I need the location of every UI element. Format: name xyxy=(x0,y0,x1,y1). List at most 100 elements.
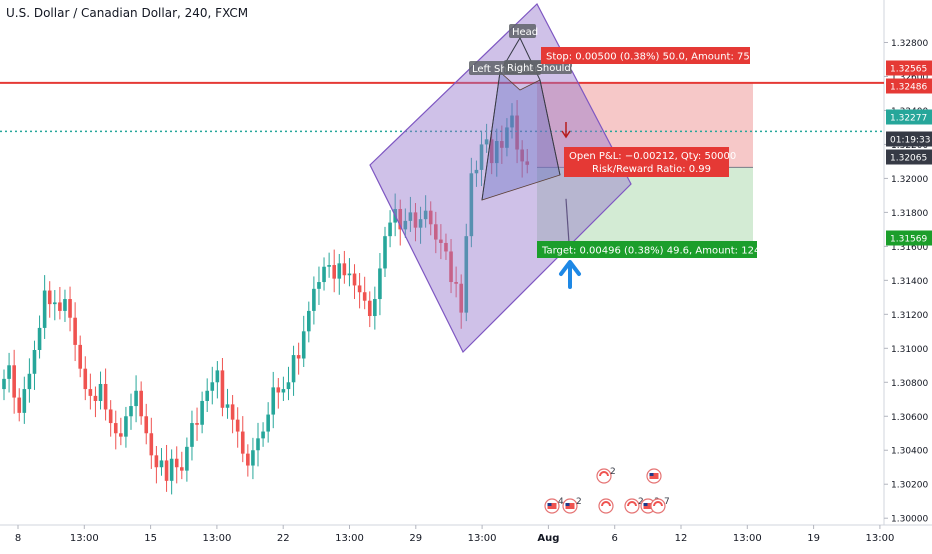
candle-body xyxy=(174,458,179,468)
price-axis-label: 1.31569 xyxy=(890,235,927,245)
candle-body xyxy=(296,355,301,359)
candle-body xyxy=(266,414,270,432)
down-arrow-icon xyxy=(561,122,571,139)
candle-body xyxy=(190,423,194,447)
price-tick-label: 1.31800 xyxy=(891,209,928,219)
candle-body xyxy=(235,419,240,432)
candle-body xyxy=(367,300,372,317)
candle-body xyxy=(93,395,98,401)
event-count: 4 xyxy=(558,497,564,507)
price-axis-label-bg xyxy=(886,78,932,94)
us-flag-canton xyxy=(649,473,654,476)
candle-body xyxy=(525,161,530,165)
price-axis-label-bg xyxy=(886,230,932,246)
candle-body xyxy=(515,115,519,150)
candle-body xyxy=(124,416,128,437)
candle-body xyxy=(210,382,215,391)
candle-body xyxy=(139,390,143,417)
price-tick-label: 1.30200 xyxy=(891,481,928,491)
candle-body xyxy=(205,390,209,401)
candle-body xyxy=(347,273,352,276)
price-axis-label-bg xyxy=(886,109,932,125)
candle-body xyxy=(459,283,463,313)
candle-body xyxy=(520,149,524,162)
candle-body xyxy=(195,423,199,425)
candle-body xyxy=(215,370,220,383)
candle-body xyxy=(134,390,138,407)
candle-body xyxy=(78,344,82,369)
price-axis-label: 1.32486 xyxy=(890,83,927,93)
us-flag-canton xyxy=(547,503,552,506)
candle-body xyxy=(505,127,509,148)
time-tick-label: 19 xyxy=(807,533,820,544)
right-shoulder-label: Right Shoulder xyxy=(507,63,582,74)
candle-body xyxy=(53,302,57,305)
candle-body xyxy=(7,365,11,379)
candle-body xyxy=(444,242,448,252)
us-flag-icon xyxy=(547,503,557,509)
pnl-label-bg[interactable] xyxy=(564,147,729,177)
candle-body xyxy=(169,458,174,481)
candle-body xyxy=(327,265,331,267)
candle-body xyxy=(108,409,113,424)
stop-label: Stop: 0.00500 (0.38%) 50.0, Amount: 750 xyxy=(546,52,756,63)
candle-body xyxy=(42,290,47,328)
time-tick-label: 13:00 xyxy=(865,533,894,544)
candle-body xyxy=(307,310,311,332)
price-tick-label: 1.32800 xyxy=(891,39,928,49)
candle-body xyxy=(428,210,433,225)
candle-body xyxy=(403,220,408,230)
price-axis-label: 1.32565 xyxy=(890,65,927,75)
candle-body xyxy=(479,144,484,170)
candle-body xyxy=(383,236,387,269)
us-flag-canton xyxy=(565,503,570,506)
candle-body xyxy=(413,212,418,228)
ca-flag-icon xyxy=(627,501,637,507)
time-tick-label: 13:00 xyxy=(202,533,231,544)
candle-body xyxy=(337,263,342,279)
time-tick-label: 13:00 xyxy=(468,533,497,544)
candle-body xyxy=(332,265,336,279)
candle-body xyxy=(301,331,306,359)
candle-body xyxy=(408,212,413,221)
candle-body xyxy=(352,273,357,286)
candle-body xyxy=(2,378,6,390)
candle-body xyxy=(373,299,377,317)
price-tick-label: 1.30400 xyxy=(891,447,928,457)
stop-label-bg[interactable] xyxy=(541,47,750,64)
price-tick-label: 1.31200 xyxy=(891,311,928,321)
candle-body xyxy=(230,404,235,420)
candle-body xyxy=(240,431,245,454)
candle-body xyxy=(494,141,499,164)
price-axis-label: 1.32065 xyxy=(890,154,927,164)
price-axis-label-bg xyxy=(886,60,932,76)
price-tick-label: 1.30800 xyxy=(891,379,928,389)
candle-body xyxy=(154,455,159,468)
candle-body xyxy=(469,173,474,237)
candle-body xyxy=(98,383,103,401)
candle-body xyxy=(47,290,52,305)
candle-body xyxy=(12,365,16,398)
ca-flag-icon xyxy=(601,501,611,507)
candle-body xyxy=(180,467,184,471)
price-tick-label: 1.32000 xyxy=(891,175,928,185)
time-tick-label: 13:00 xyxy=(70,533,99,544)
candle-body xyxy=(439,239,443,243)
time-tick-label: 12 xyxy=(675,533,688,544)
price-axis-label: 1.32277 xyxy=(890,114,927,124)
ca-flag-icon xyxy=(599,471,609,477)
pattern-rectangle[interactable] xyxy=(369,3,632,354)
us-flag-icon xyxy=(649,473,659,479)
candle-body xyxy=(449,251,453,283)
candle-body xyxy=(291,355,296,383)
candle-body xyxy=(58,302,62,311)
up-arrow-icon xyxy=(559,260,581,289)
candle-body xyxy=(22,389,27,413)
candle-body xyxy=(322,266,326,283)
price-tick-label: 1.32600 xyxy=(891,73,928,83)
candle-body xyxy=(27,373,32,390)
price-tick-label: 1.31000 xyxy=(891,345,928,355)
target-label-bg[interactable] xyxy=(537,241,757,258)
